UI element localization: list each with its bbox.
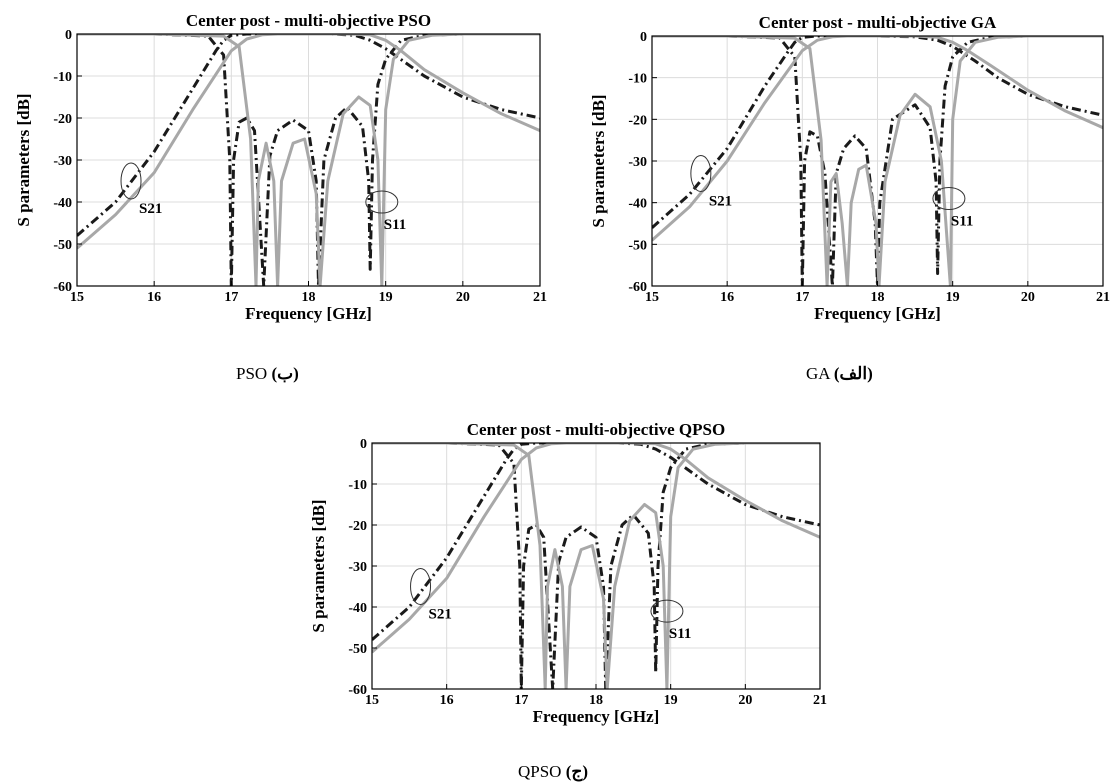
x-axis-label: Frequency [GHz]	[814, 304, 941, 323]
caption-qpso-latin: QPSO	[518, 762, 562, 781]
y-tick-label: 0	[640, 30, 647, 45]
annotation-label-s11: S11	[669, 626, 692, 642]
x-tick-label: 15	[70, 290, 84, 305]
x-tick-label: 20	[1021, 290, 1035, 305]
x-tick-label: 20	[738, 693, 752, 708]
y-tick-label: -20	[348, 519, 367, 534]
x-tick-label: 18	[589, 693, 603, 708]
x-tick-label: 21	[813, 693, 827, 708]
x-tick-label: 16	[440, 693, 454, 708]
x-tick-label: 17	[224, 290, 238, 305]
y-axis-label: S parameters [dB]	[589, 94, 608, 227]
chart-title: Center post - multi-objective GA	[759, 13, 997, 32]
x-tick-label: 18	[302, 290, 316, 305]
chart-qpso: 15 16 17 18 19 20 21 0 -10 -20 -30 -40 -50 -60 Center …	[309, 420, 827, 726]
caption-ga-latin: GA	[806, 364, 830, 383]
x-tick-label: 17	[795, 290, 809, 305]
y-tick-label: -30	[53, 154, 72, 169]
annotation-label-s21: S21	[709, 194, 732, 210]
annotation-label-s11: S11	[951, 214, 974, 230]
y-tick-label: -50	[628, 238, 647, 253]
annotation-label-s21: S21	[139, 201, 162, 217]
y-tick-label: 0	[65, 28, 72, 43]
series-line-dashdot-1	[77, 34, 540, 286]
chart-ga: 15 16 17 18 19 20 21 0 -10 -20 -30 -40 -50 -60 Center …	[589, 13, 1110, 323]
series-line-solid-2	[372, 443, 820, 654]
y-tick-label: -20	[53, 112, 72, 127]
x-axis-label: Frequency [GHz]	[245, 304, 372, 323]
y-tick-label: -10	[348, 478, 367, 493]
chart-pso: 15 16 17 18 19 20 21 0 -10 -20 -30 -40 -50 -60 Center …	[14, 11, 547, 323]
caption-qpso-arabic: (ج)	[565, 762, 589, 781]
series-line-solid-2	[652, 36, 1103, 242]
x-tick-label: 15	[645, 290, 659, 305]
y-tick-label: -40	[628, 197, 647, 212]
caption-pso-latin: PSO	[236, 364, 268, 383]
y-tick-label: -40	[53, 196, 72, 211]
y-tick-label: -60	[348, 683, 367, 698]
y-tick-label: -50	[348, 642, 367, 657]
y-tick-label: -10	[53, 70, 72, 85]
annotation-ellipse-s21	[120, 162, 142, 200]
annotation-ellipse-s11	[365, 190, 399, 214]
y-axis-label: S parameters [dB]	[14, 93, 33, 226]
series-line-solid-3	[372, 443, 820, 689]
y-tick-label: -30	[628, 155, 647, 170]
x-tick-label: 18	[871, 290, 885, 305]
annotation-ellipse-s21	[410, 568, 432, 605]
x-tick-label: 20	[456, 290, 470, 305]
x-tick-label: 19	[379, 290, 393, 305]
x-tick-label: 19	[664, 693, 678, 708]
annotation-label-s21: S21	[429, 607, 452, 623]
annotation-ellipse-s21	[690, 155, 712, 192]
caption-qpso: QPSO (ج)	[518, 762, 588, 782]
chart-title: Center post - multi-objective QPSO	[467, 420, 725, 439]
series-line-dashdot-1	[652, 36, 1103, 286]
annotation-label-s11: S11	[384, 217, 407, 233]
x-tick-label: 16	[720, 290, 734, 305]
y-tick-label: -20	[628, 113, 647, 128]
x-tick-label: 21	[1096, 290, 1110, 305]
x-tick-label: 21	[533, 290, 547, 305]
y-tick-label: -60	[53, 280, 72, 295]
y-tick-label: -50	[53, 238, 72, 253]
x-tick-label: 15	[365, 693, 379, 708]
x-tick-label: 17	[514, 693, 528, 708]
annotation-ellipse-s11	[650, 599, 684, 623]
series-line-solid-3	[77, 34, 540, 286]
chart-title: Center post - multi-objective PSO	[186, 11, 431, 30]
series-line-solid-3	[652, 36, 1103, 286]
annotation-ellipse-s11	[932, 187, 966, 210]
y-tick-label: -10	[628, 72, 647, 87]
caption-pso: PSO (ب)	[236, 364, 299, 384]
y-tick-label: -60	[628, 280, 647, 295]
x-tick-label: 16	[147, 290, 161, 305]
series-line-solid-2	[77, 34, 540, 250]
y-tick-label: 0	[360, 437, 367, 452]
series-line-dashdot-0	[652, 36, 1103, 229]
caption-ga: GA (الف)	[806, 364, 873, 384]
y-tick-label: -40	[348, 601, 367, 616]
caption-pso-arabic: (ب)	[271, 364, 299, 383]
caption-ga-arabic: (الف)	[833, 364, 873, 383]
y-tick-label: -30	[348, 560, 367, 575]
y-axis-label: S parameters [dB]	[309, 499, 328, 632]
series-line-dashdot-1	[372, 443, 820, 689]
x-tick-label: 19	[946, 290, 960, 305]
x-axis-label: Frequency [GHz]	[533, 707, 660, 726]
series-line-dashdot-0	[77, 34, 540, 237]
